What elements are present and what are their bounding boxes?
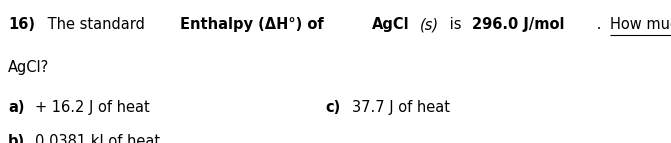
Text: AgCl: AgCl <box>372 17 409 32</box>
Text: 0.0381 kJ of heat: 0.0381 kJ of heat <box>35 134 160 143</box>
Text: c): c) <box>325 100 341 115</box>
Text: b): b) <box>8 134 25 143</box>
Text: How much heat is needed: How much heat is needed <box>610 17 671 32</box>
Text: AgCl?: AgCl? <box>8 60 49 75</box>
Text: .: . <box>592 17 606 32</box>
Text: (s): (s) <box>420 17 440 32</box>
Text: + 16.2 J of heat: + 16.2 J of heat <box>35 100 150 115</box>
Text: Enthalpy (ΔH°) of: Enthalpy (ΔH°) of <box>180 17 324 32</box>
Text: 296.0 J/mol: 296.0 J/mol <box>472 17 565 32</box>
Text: 16): 16) <box>8 17 35 32</box>
Text: is: is <box>445 17 466 32</box>
Text: 37.7 J of heat: 37.7 J of heat <box>352 100 450 115</box>
Text: a): a) <box>8 100 25 115</box>
Text: The standard: The standard <box>43 17 150 32</box>
